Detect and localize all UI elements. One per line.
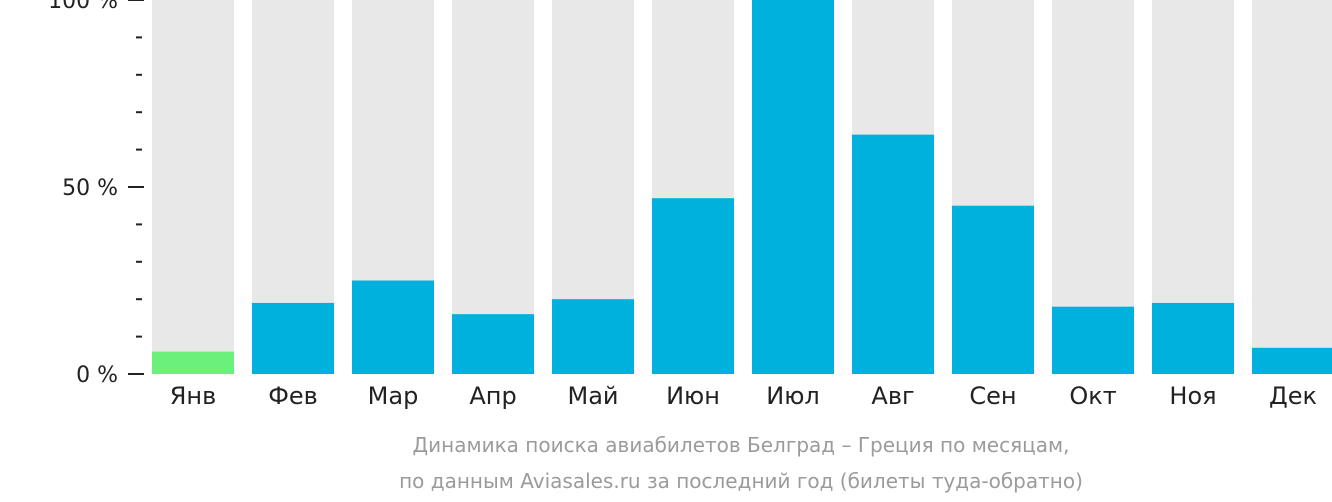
x-tick-label: Ноя xyxy=(1169,382,1216,410)
x-tick-label: Июн xyxy=(666,382,720,410)
x-tick-label: Май xyxy=(567,382,618,410)
x-tick-label: Янв xyxy=(170,382,217,410)
bar-background xyxy=(152,0,234,374)
bar xyxy=(852,134,934,374)
x-tick-label: Июл xyxy=(766,382,820,410)
bar xyxy=(452,314,534,374)
x-axis-labels: Янв Фев Мар Апр Май Июн Июл Авг Сен Окт Ноя Дек xyxy=(170,382,1317,410)
bar-background xyxy=(1252,0,1332,374)
x-tick-label: Апр xyxy=(469,382,516,410)
x-tick-label: Фев xyxy=(268,382,318,410)
x-tick-label: Мар xyxy=(368,382,419,410)
bar xyxy=(252,302,334,374)
chart-caption-line-1: Динамика поиска авиабилетов Белград – Гр… xyxy=(413,433,1070,457)
bar xyxy=(1252,347,1332,374)
data-bars xyxy=(152,0,1332,374)
y-tick-label: 100 % xyxy=(48,0,118,14)
x-tick-label: Дек xyxy=(1269,382,1317,410)
bar xyxy=(652,198,734,374)
chart-caption-line-2: по данным Aviasales.ru за последний год … xyxy=(399,469,1083,493)
bar xyxy=(352,280,434,374)
y-tick-label: 50 % xyxy=(62,176,118,201)
bar xyxy=(1152,302,1234,374)
y-axis: 0 % 50 % 100 % xyxy=(48,0,144,388)
bar xyxy=(752,0,834,374)
bar xyxy=(952,205,1034,374)
bar xyxy=(1052,306,1134,374)
x-tick-label: Окт xyxy=(1069,382,1116,410)
x-tick-label: Авг xyxy=(871,382,914,410)
bar-background xyxy=(452,0,534,374)
x-tick-label: Сен xyxy=(969,382,1016,410)
bar xyxy=(152,351,234,374)
y-tick-label: 0 % xyxy=(76,363,118,388)
bar xyxy=(552,299,634,374)
